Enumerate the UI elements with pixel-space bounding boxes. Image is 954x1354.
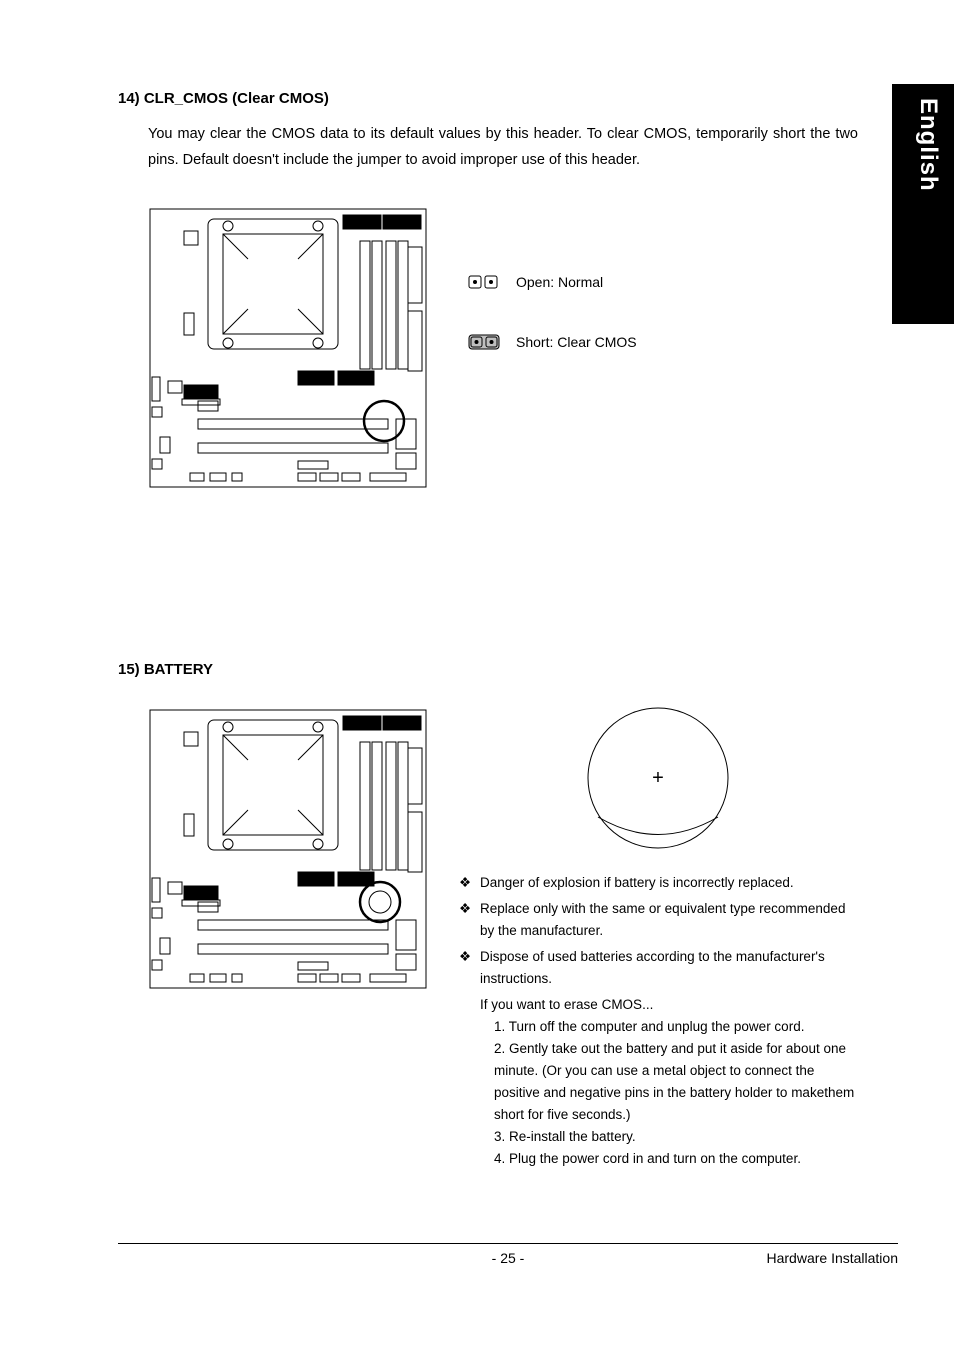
battery-bullets: ❖ Danger of explosion if battery is incor… <box>458 872 858 990</box>
mobo-diagram-1 <box>148 201 428 491</box>
bullet-text: Danger of explosion if battery is incorr… <box>480 872 794 894</box>
section-14-paragraph: You may clear the CMOS data to its defau… <box>118 121 858 173</box>
step-item: 2. Gently take out the battery and put i… <box>494 1038 858 1126</box>
page-root: English 14) CLR_CMOS (Clear CMOS) You ma… <box>0 0 954 1354</box>
diamond-bullet-icon: ❖ <box>458 946 472 990</box>
section-15-heading: 15) BATTERY <box>118 661 858 678</box>
jumper-open-icon <box>468 273 502 291</box>
battery-plus-symbol: + <box>652 767 664 789</box>
footer-page-number: - 25 - <box>492 1250 525 1266</box>
page-footer: - 25 - Hardware Installation <box>118 1243 898 1266</box>
bullet-item: ❖Replace only with the same or equivalen… <box>458 898 858 942</box>
erase-cmos-intro: If you want to erase CMOS... <box>458 994 858 1016</box>
section-15: 15) BATTERY <box>118 661 858 1170</box>
battery-diagram: + <box>568 702 748 862</box>
erase-cmos-steps: 1. Turn off the computer and unplug the … <box>458 1016 858 1170</box>
diamond-bullet-icon: ❖ <box>458 872 472 894</box>
page-content: 14) CLR_CMOS (Clear CMOS) You may clear … <box>118 90 858 1170</box>
jumper-short-row: Short: Clear CMOS <box>468 333 637 351</box>
language-tab-label: English <box>914 98 942 192</box>
jumper-legend: Open: Normal Short: Clear <box>468 201 637 491</box>
jumper-open-row: Open: Normal <box>468 273 637 291</box>
jumper-short-icon <box>468 333 502 351</box>
battery-info-column: + ❖ Danger of explosion if battery is inc… <box>458 702 858 1170</box>
section-14-heading: 14) CLR_CMOS (Clear CMOS) <box>118 90 858 107</box>
section-14-figures-row: Open: Normal Short: Clear <box>118 201 858 491</box>
step-item: 1. Turn off the computer and unplug the … <box>494 1016 858 1038</box>
mobo-diagram-2 <box>148 702 428 992</box>
footer-chapter: Hardware Installation <box>766 1250 898 1266</box>
jumper-open-label: Open: Normal <box>516 274 603 290</box>
bullet-text: Replace only with the same or equivalent… <box>480 898 858 942</box>
section-14: 14) CLR_CMOS (Clear CMOS) You may clear … <box>118 90 858 491</box>
bullet-item: ❖Dispose of used batteries according to … <box>458 946 858 990</box>
jumper-short-label: Short: Clear CMOS <box>516 334 637 350</box>
step-item: 3. Re-install the battery. <box>494 1126 858 1148</box>
step-item: 4. Plug the power cord in and turn on th… <box>494 1148 858 1170</box>
bullet-item: ❖ Danger of explosion if battery is incor… <box>458 872 858 894</box>
bullet-text: Dispose of used batteries according to t… <box>480 946 858 990</box>
section-15-row: + ❖ Danger of explosion if battery is inc… <box>118 702 858 1170</box>
diamond-bullet-icon: ❖ <box>458 898 472 942</box>
